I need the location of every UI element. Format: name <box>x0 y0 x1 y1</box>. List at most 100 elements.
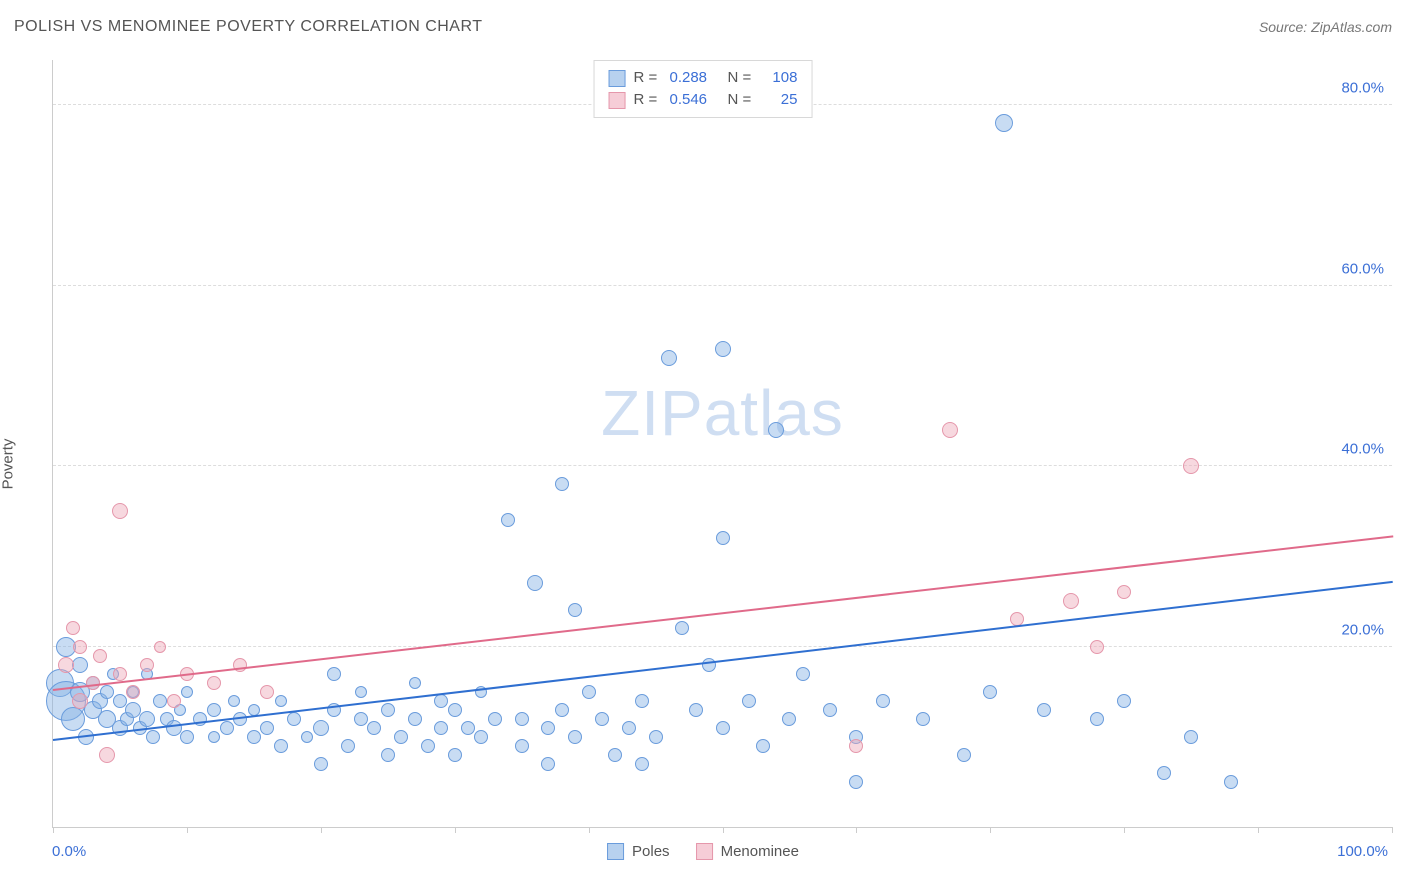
data-point <box>367 721 381 735</box>
data-point <box>716 721 730 735</box>
x-axis-min-label: 0.0% <box>52 843 86 860</box>
data-point <box>301 731 313 743</box>
data-point <box>768 422 784 438</box>
data-point <box>354 712 368 726</box>
gridline <box>53 285 1392 286</box>
data-point <box>555 703 569 717</box>
data-point <box>823 703 837 717</box>
data-point <box>527 575 543 591</box>
x-tick <box>53 827 54 833</box>
y-tick-label: 20.0% <box>1341 621 1384 638</box>
data-point <box>916 712 930 726</box>
data-point <box>716 531 730 545</box>
data-point <box>608 748 622 762</box>
data-point <box>635 757 649 771</box>
chart-title: POLISH VS MENOMINEE POVERTY CORRELATION … <box>14 18 483 36</box>
x-tick <box>455 827 456 833</box>
data-point <box>408 712 422 726</box>
data-point <box>207 703 221 717</box>
data-point <box>555 477 569 491</box>
data-point <box>260 721 274 735</box>
stat-r-label: R = <box>634 67 662 89</box>
data-point <box>260 685 274 699</box>
data-point <box>86 676 100 690</box>
data-point <box>73 640 87 654</box>
data-point <box>113 694 127 708</box>
x-legend: Poles Menominee <box>607 843 799 860</box>
y-tick-label: 40.0% <box>1341 441 1384 458</box>
y-tick-label: 60.0% <box>1341 260 1384 277</box>
data-point <box>689 703 703 717</box>
data-point <box>207 676 221 690</box>
data-point <box>1157 766 1171 780</box>
data-point <box>849 775 863 789</box>
x-legend-item: Poles <box>607 843 670 860</box>
data-point <box>675 621 689 635</box>
data-point <box>1117 585 1131 599</box>
data-point <box>541 721 555 735</box>
chart-source: Source: ZipAtlas.com <box>1259 19 1392 35</box>
data-point <box>582 685 596 699</box>
data-point <box>314 757 328 771</box>
data-point <box>448 703 462 717</box>
data-point <box>381 748 395 762</box>
data-point <box>595 712 609 726</box>
legend-swatch <box>609 92 626 109</box>
y-tick-label: 80.0% <box>1341 80 1384 97</box>
data-point <box>167 694 181 708</box>
data-point <box>274 739 288 753</box>
stats-row: R = 0.288 N = 108 <box>609 67 798 89</box>
data-point <box>649 730 663 744</box>
data-point <box>421 739 435 753</box>
stat-n-label: N = <box>715 67 755 89</box>
gridline <box>53 646 1392 647</box>
data-point <box>461 721 475 735</box>
data-point <box>1224 775 1238 789</box>
x-tick <box>1124 827 1125 833</box>
x-tick <box>321 827 322 833</box>
data-point <box>622 721 636 735</box>
trend-line <box>53 536 1393 692</box>
data-point <box>782 712 796 726</box>
data-point <box>275 695 287 707</box>
data-point <box>341 739 355 753</box>
data-point <box>849 739 863 753</box>
data-point <box>474 730 488 744</box>
data-point <box>448 748 462 762</box>
x-axis-max-label: 100.0% <box>1337 843 1388 860</box>
data-point <box>942 422 958 438</box>
data-point <box>1117 694 1131 708</box>
watermark: ZIPatlas <box>601 376 844 450</box>
data-point <box>501 513 515 527</box>
data-point <box>661 350 677 366</box>
x-legend-item: Menominee <box>696 843 799 860</box>
legend-swatch <box>609 70 626 87</box>
data-point <box>1063 593 1079 609</box>
data-point <box>181 686 193 698</box>
data-point <box>756 739 770 753</box>
stat-r-value: 0.288 <box>669 67 707 89</box>
data-point <box>1184 730 1198 744</box>
x-tick <box>589 827 590 833</box>
data-point <box>715 341 731 357</box>
data-point <box>1090 712 1104 726</box>
data-point <box>702 658 716 672</box>
stat-n-value: 108 <box>763 67 797 89</box>
data-point <box>58 657 74 673</box>
data-point <box>154 641 166 653</box>
data-point <box>1090 640 1104 654</box>
data-point <box>568 603 582 617</box>
watermark-zip: ZIP <box>601 377 704 449</box>
data-point <box>515 739 529 753</box>
data-point <box>247 730 261 744</box>
data-point <box>72 693 88 709</box>
data-point <box>228 695 240 707</box>
stats-row: R = 0.546 N = 25 <box>609 89 798 111</box>
data-point <box>995 114 1013 132</box>
data-point <box>113 667 127 681</box>
watermark-atlas: atlas <box>704 377 844 449</box>
data-point <box>112 503 128 519</box>
data-point <box>313 720 329 736</box>
data-point <box>434 721 448 735</box>
data-point <box>220 721 234 735</box>
